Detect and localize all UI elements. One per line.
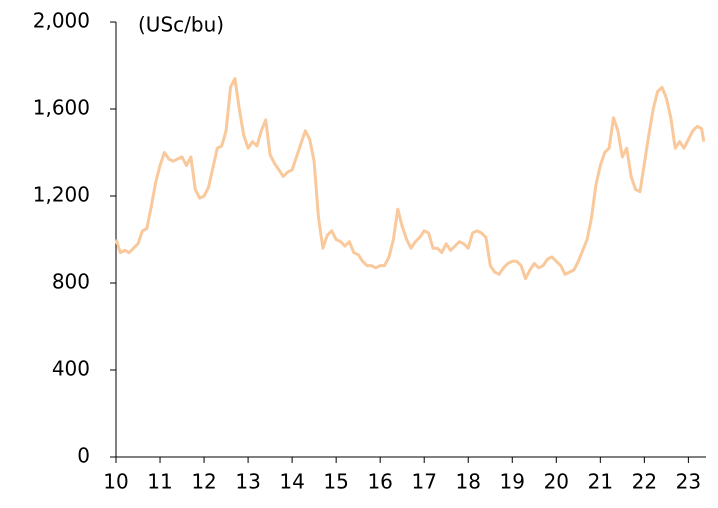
x-tick-label: 17 (411, 470, 436, 494)
x-tick-label: 13 (235, 470, 260, 494)
x-tick-label: 15 (323, 470, 348, 494)
x-tick-label: 12 (191, 470, 216, 494)
x-tick-label: 20 (544, 470, 569, 494)
x-tick-label: 21 (588, 470, 613, 494)
y-tick-label: 800 (52, 270, 90, 294)
y-tick-label: 1,600 (33, 96, 90, 120)
x-tick-label: 22 (632, 470, 657, 494)
x-tick-label: 10 (103, 470, 128, 494)
y-tick-label: 400 (52, 357, 90, 381)
x-tick-label: 14 (279, 470, 304, 494)
y-tick-label: 2,000 (33, 9, 90, 33)
x-tick-label: 19 (500, 470, 525, 494)
y-tick-label: 0 (77, 444, 90, 468)
y-tick-label: 1,200 (33, 183, 90, 207)
y-axis-label: (USc/bu) (138, 13, 224, 37)
x-tick-label: 16 (367, 470, 392, 494)
x-tick-label: 11 (147, 470, 172, 494)
x-tick-label: 18 (456, 470, 481, 494)
price-line (114, 77, 706, 281)
x-tick-label: 23 (676, 470, 701, 494)
